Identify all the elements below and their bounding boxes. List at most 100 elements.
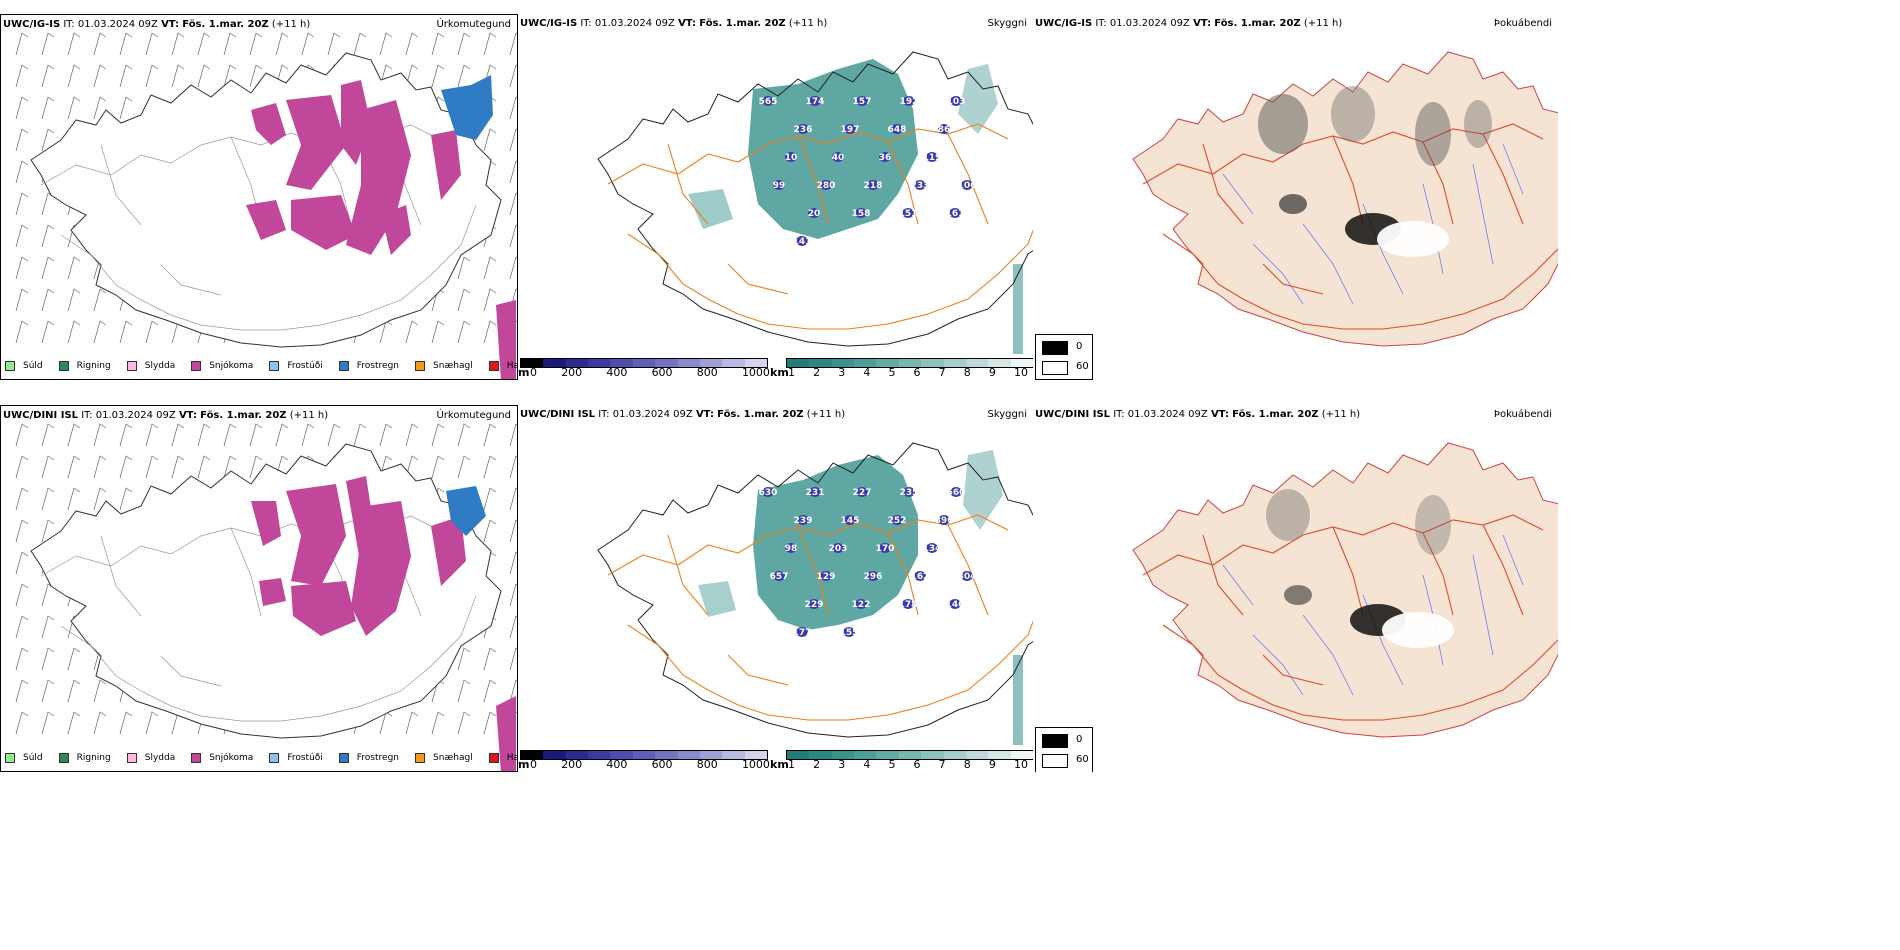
wind-barb: [67, 711, 81, 735]
ceiling-spot: [902, 599, 914, 609]
wind-barb: [405, 455, 419, 479]
wind-barb: [197, 64, 211, 88]
wind-barb: [41, 224, 55, 248]
colorbar-tick: 4: [863, 758, 871, 771]
precip-map-row1: [15, 32, 517, 379]
legend-label: Frostregn: [356, 361, 400, 371]
legend-item: Snjókoma: [191, 751, 253, 765]
wind-barb: [15, 455, 29, 479]
wind-barb: [457, 647, 471, 671]
wind-barb: [509, 551, 517, 575]
wind-barb: [119, 32, 133, 56]
wind-barb: [223, 455, 237, 479]
legend-item: Frostregn: [338, 751, 399, 765]
legend-swatch: [126, 753, 137, 763]
ceiling-spot: [902, 208, 914, 218]
wind-barb: [431, 711, 445, 735]
wind-barb: [457, 256, 471, 280]
wind-barb: [67, 647, 81, 671]
wind-barb: [171, 32, 185, 56]
wind-barb: [15, 423, 29, 447]
wind-barb: [15, 288, 29, 312]
ceiling-label: 227: [853, 488, 872, 498]
ceiling-label: 170: [876, 544, 895, 554]
wind-barb: [93, 32, 107, 56]
legend-swatch: [338, 753, 349, 763]
ceiling-spot: [856, 487, 868, 497]
ceiling-label: 280: [817, 181, 836, 191]
wind-barb: [15, 64, 29, 88]
ceiling-spot: [796, 627, 808, 637]
ceiling-label: 218: [864, 181, 883, 191]
wind-barb: [483, 423, 497, 447]
colorbar-cell: [787, 359, 810, 367]
legend-swatch: [191, 753, 202, 763]
iceland-outline: [30, 52, 502, 348]
wind-barb: [15, 128, 29, 152]
wind-barb: [457, 32, 471, 56]
wind-barb: [15, 551, 29, 575]
ceiling-spot: [844, 515, 856, 525]
ceiling-label: 648: [888, 125, 907, 135]
ceiling-label: 106: [958, 181, 977, 191]
wind-barb: [249, 32, 263, 56]
colorbar-cell: [921, 751, 944, 759]
colorbar-cell: [854, 359, 877, 367]
colorbar-tick: 0: [530, 366, 537, 379]
ceiling-spot: [832, 152, 844, 162]
wind-barb: [457, 423, 471, 447]
ceiling-label: 151: [899, 209, 918, 219]
wind-barb: [93, 711, 107, 735]
wind-barb: [457, 288, 471, 312]
legend-swatch: [126, 361, 137, 371]
colorbar-tick: 7: [938, 366, 946, 379]
wind-barb: [405, 423, 419, 447]
ceiling-spot: [820, 571, 832, 581]
wind-barb: [509, 487, 517, 511]
colorbar-tick: 1: [788, 758, 795, 771]
wind-barb: [509, 647, 517, 671]
legend-swatch: [338, 361, 349, 371]
precip-map-row2: [15, 423, 517, 771]
ceiling-spot: [809, 487, 821, 497]
wind-barb: [67, 96, 81, 120]
ceiling-label: 146: [946, 600, 965, 610]
legend-item: Slydda: [126, 359, 175, 373]
colorbar-tick: 9: [988, 758, 996, 771]
colorbar-cell: [655, 359, 678, 367]
colorbar-cell: [521, 359, 544, 367]
wind-barb: [405, 320, 419, 344]
wind-barb: [509, 423, 517, 447]
colorbar-cell: [543, 751, 566, 759]
wind-barb: [15, 583, 29, 607]
wind-barb: [405, 32, 419, 56]
wind-barb: [145, 423, 159, 447]
ceiling-label: 162: [911, 572, 930, 582]
legend-label: Frostúði: [287, 753, 323, 763]
ceiling-label: 20: [808, 209, 821, 219]
colorbar-tick: 2: [813, 366, 821, 379]
wind-barb: [41, 519, 55, 543]
wind-barb: [15, 96, 29, 120]
ceiling-spot: [856, 96, 868, 106]
colorbar-tick: 6: [913, 366, 921, 379]
colorbar-tick: 200: [561, 758, 583, 771]
legend-swatch: [269, 753, 280, 763]
wind-barb: [67, 64, 81, 88]
wind-barb: [483, 487, 497, 511]
wind-barb: [15, 711, 29, 735]
wind-barb: [275, 423, 289, 447]
ceiling-spot: [809, 96, 821, 106]
ceiling-spot: [843, 627, 855, 637]
fog-legend: 0 60: [1035, 334, 1093, 380]
colorbar-cell: [521, 751, 544, 759]
wind-barb: [353, 32, 367, 56]
ceiling-ticks: 0 200 400 600 800 1000: [530, 366, 770, 379]
colorbar-tick: 400: [606, 758, 628, 771]
colorbar-cell: [699, 359, 723, 367]
wind-barb: [41, 320, 55, 344]
fog-legend: 0 60: [1035, 727, 1093, 772]
ceiling-label: 103: [947, 97, 966, 107]
precip-panel-row2: UWC/DINI ISL IT: 01.03.2024 09Z VT: Fös.…: [0, 405, 518, 772]
colorbar-cell: [744, 751, 767, 759]
